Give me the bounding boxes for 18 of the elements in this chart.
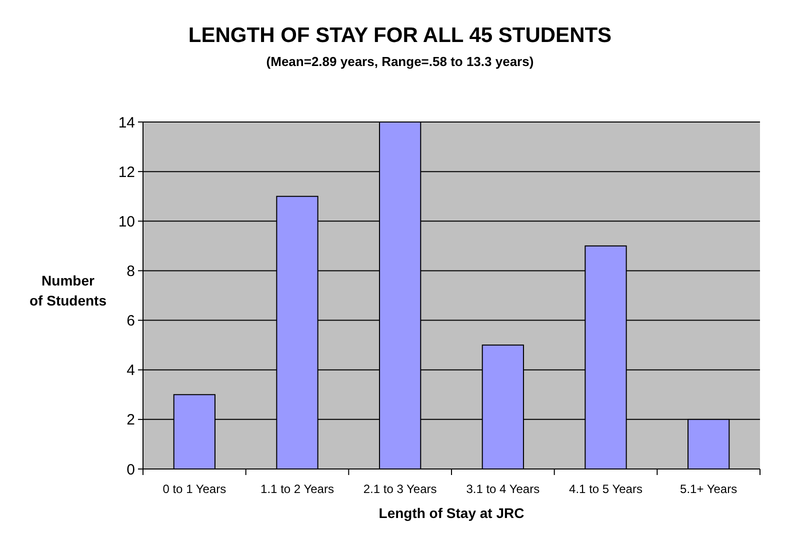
y-tick-label: 8	[126, 262, 135, 280]
x-tick-label: 5.1+ Years	[680, 482, 738, 496]
x-axis-title: Length of Stay at JRC	[378, 505, 524, 521]
y-tick-label: 12	[118, 164, 135, 181]
chart-subtitle: (Mean=2.89 years, Range=.58 to 13.3 years)	[266, 54, 534, 69]
y-axis-title: Number of Students	[30, 272, 107, 308]
y-tick-label: 0	[126, 461, 135, 478]
x-tick-label: 4.1 to 5 Years	[569, 482, 642, 496]
x-tick-label: 2.1 to 3 Years	[363, 482, 437, 496]
y-tick-label: 10	[118, 213, 135, 230]
y-tick-label: 14	[118, 114, 135, 132]
x-tick-label: 3.1 to 4 Years	[466, 482, 540, 496]
y-tick-label: 2	[126, 412, 135, 429]
y-tick-label: 6	[126, 312, 135, 330]
x-tick-label: 1.1 to 2 Years	[260, 482, 334, 496]
chart-title: LENGTH OF STAY FOR ALL 45 STUDENTS	[188, 24, 612, 47]
x-tick-label: 0 to 1 Years	[162, 482, 226, 496]
y-tick-label: 4	[126, 362, 135, 380]
